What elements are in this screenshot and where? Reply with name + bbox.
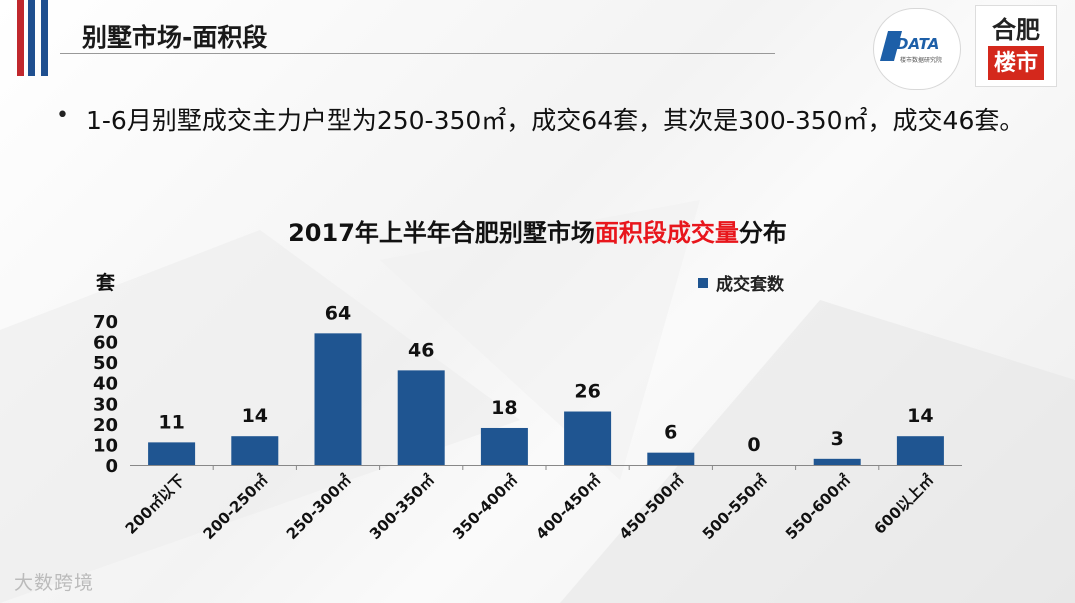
data-label: 46 bbox=[408, 339, 434, 361]
legend-label: 成交套数 bbox=[716, 275, 784, 295]
bar bbox=[896, 436, 944, 465]
data-label: 3 bbox=[831, 428, 844, 450]
bar bbox=[480, 427, 528, 465]
y-tick-label: 0 bbox=[105, 456, 118, 477]
data-label: 11 bbox=[158, 411, 184, 433]
x-tick-label: 300-350㎡ bbox=[366, 471, 438, 543]
chart-title-part: 分布 bbox=[738, 219, 787, 247]
chart-title: 2017年上半年合肥别墅市场面积段成交量分布 bbox=[0, 213, 1075, 248]
chart-title-part: 2017年上半年合肥别墅市场 bbox=[288, 219, 595, 247]
x-tick-label: 550-600㎡ bbox=[782, 471, 854, 543]
data-label: 26 bbox=[574, 381, 600, 403]
y-axis-label: 套 bbox=[96, 272, 116, 294]
bar bbox=[564, 411, 612, 465]
data-label: 14 bbox=[907, 405, 933, 427]
logo-box-text: 楼市 bbox=[988, 46, 1044, 80]
logo-text: DATA bbox=[896, 35, 940, 53]
bullet-text: 1-6月别墅成交主力户型为250-350㎡，成交64套，其次是300-350㎡，… bbox=[86, 106, 1025, 135]
y-tick-label: 50 bbox=[93, 353, 118, 374]
data-label: 64 bbox=[325, 302, 351, 324]
chart-legend: 成交套数 bbox=[698, 270, 784, 295]
x-tick-label: 200-250㎡ bbox=[200, 471, 272, 543]
hefei-loushi-logo: 合肥 楼市 bbox=[975, 5, 1057, 87]
title-divider bbox=[60, 53, 775, 54]
y-tick-label: 60 bbox=[93, 333, 118, 354]
data-label: 6 bbox=[664, 422, 677, 444]
x-tick-label: 200㎡以下 bbox=[122, 471, 189, 538]
y-tick-label: 40 bbox=[93, 374, 118, 395]
y-tick-label: 70 bbox=[93, 312, 118, 333]
logo-top-text: 合肥 bbox=[992, 15, 1040, 44]
bullet-icon: • bbox=[56, 103, 69, 128]
chart-title-highlight: 面积段成交量 bbox=[594, 219, 739, 247]
bar bbox=[148, 442, 196, 465]
x-tick-label: 350-400㎡ bbox=[449, 471, 521, 543]
y-tick-label: 20 bbox=[93, 415, 118, 436]
legend-swatch bbox=[698, 278, 708, 288]
logo-subtext: 楼市数据研究院 bbox=[900, 57, 943, 64]
bar bbox=[813, 458, 861, 465]
watermark: 大数跨境 bbox=[14, 572, 95, 594]
accent-bar-blue bbox=[28, 0, 35, 76]
bar bbox=[397, 370, 445, 465]
bar bbox=[647, 452, 695, 465]
data-label: 14 bbox=[242, 405, 268, 427]
data-label: 0 bbox=[747, 434, 760, 456]
x-tick-label: 250-300㎡ bbox=[283, 471, 355, 543]
bar bbox=[314, 333, 362, 465]
x-tick-label: 400-450㎡ bbox=[532, 471, 604, 543]
y-tick-label: 10 bbox=[93, 435, 118, 456]
accent-bar-red bbox=[17, 0, 24, 76]
accent-bar-blue bbox=[41, 0, 48, 76]
bar bbox=[231, 436, 279, 465]
x-tick-label: 450-500㎡ bbox=[616, 471, 688, 543]
data-label: 18 bbox=[491, 397, 517, 419]
x-tick-label: 600以上㎡ bbox=[871, 471, 938, 538]
x-tick-label: 500-550㎡ bbox=[699, 471, 771, 543]
data-logo: DATA 楼市数据研究院 bbox=[873, 8, 961, 90]
page-title: 别墅市场-面积段 bbox=[82, 23, 268, 52]
y-tick-label: 30 bbox=[93, 394, 118, 415]
